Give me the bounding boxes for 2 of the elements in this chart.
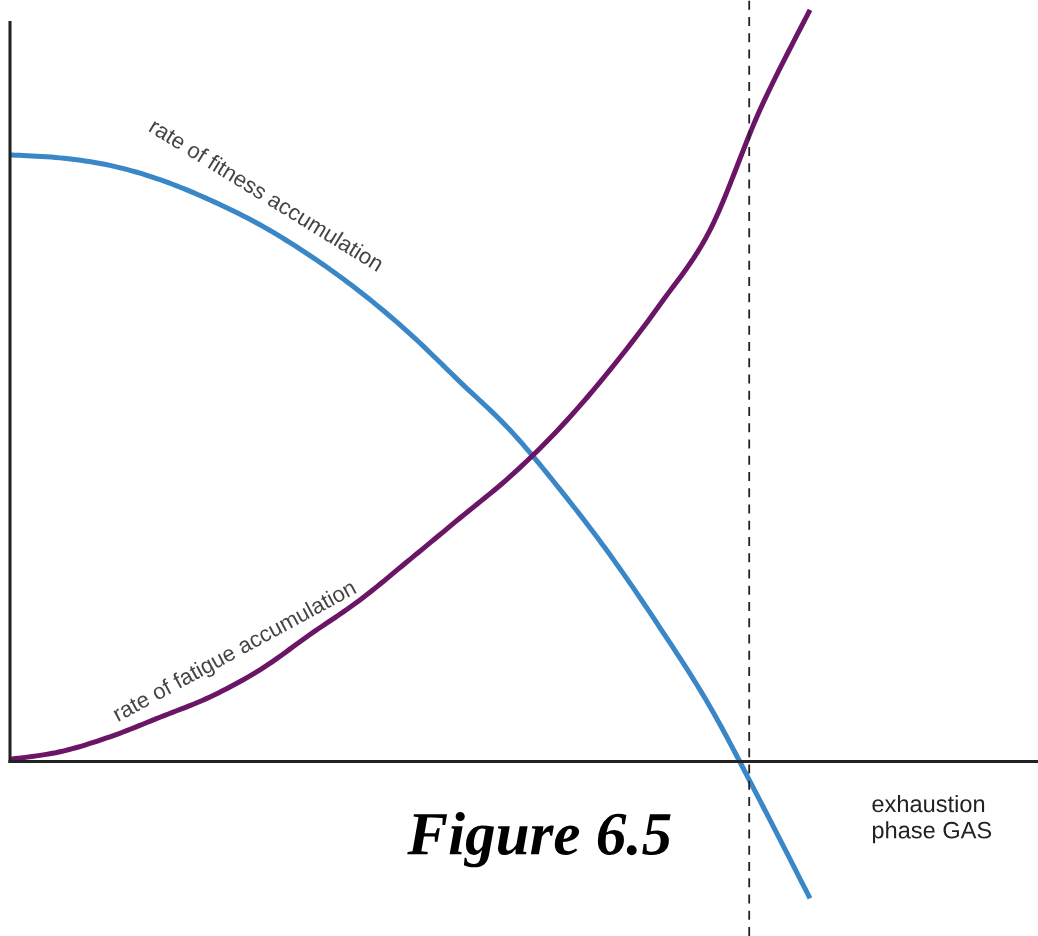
annotation: Figure 6.5 <box>407 811 671 868</box>
text: exhaustion phase GAS <box>872 794 992 844</box>
